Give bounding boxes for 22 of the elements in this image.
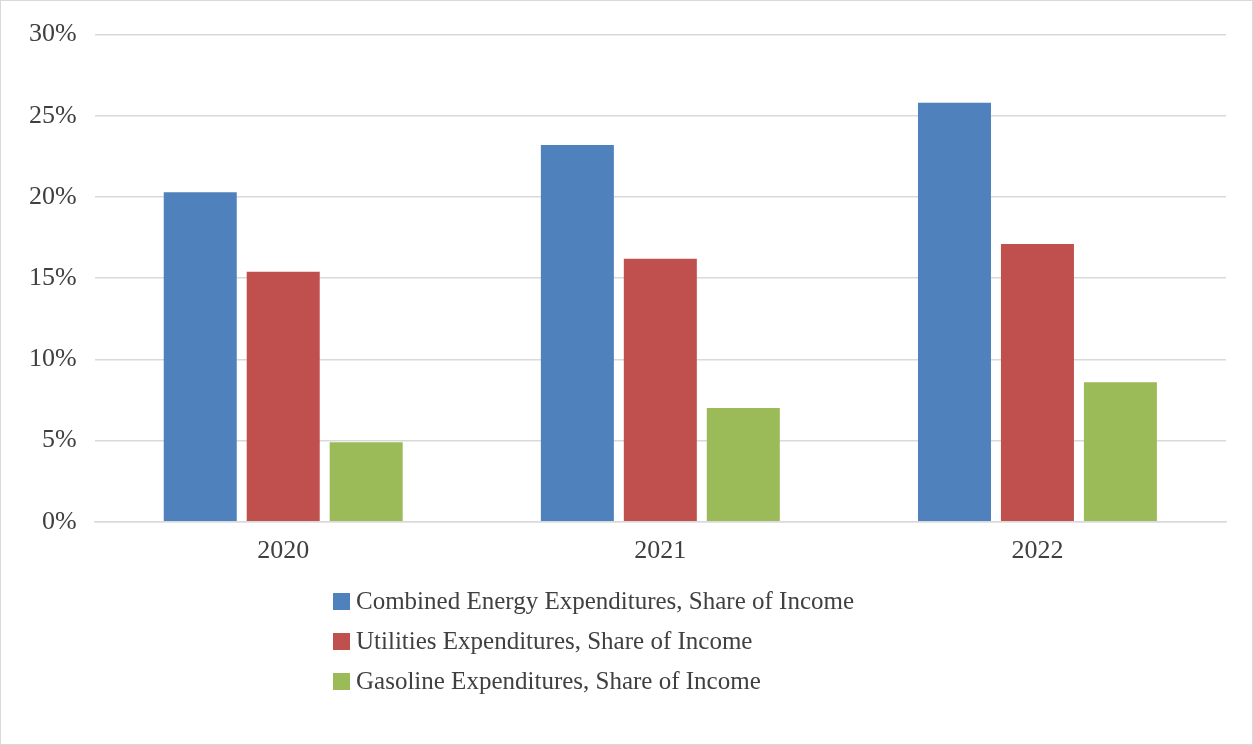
- y-tick-label: 5%: [41, 424, 77, 454]
- bar: [329, 442, 403, 522]
- bar: [246, 271, 320, 522]
- y-tick-label: 15%: [28, 262, 77, 292]
- y-tick-label: 10%: [28, 343, 77, 373]
- x-tick-label: 2020: [257, 535, 310, 565]
- x-tick-label: 2021: [634, 535, 687, 565]
- bar: [1000, 244, 1074, 522]
- y-tick-label: 25%: [28, 99, 77, 129]
- legend-label: Combined Energy Expenditures, Share of Income: [356, 587, 855, 615]
- y-tick-label: 20%: [28, 180, 77, 210]
- legend-label: Gasoline Expenditures, Share of Income: [356, 667, 761, 695]
- bar: [706, 408, 780, 522]
- y-tick-label: 0%: [41, 505, 77, 535]
- bar: [623, 258, 697, 522]
- legend-label: Utilities Expenditures, Share of Income: [356, 627, 753, 655]
- x-tick-label: 2022: [1011, 535, 1064, 565]
- y-tick-label: 30%: [28, 18, 77, 48]
- bar: [540, 145, 614, 522]
- bar: [163, 192, 237, 522]
- bar: [917, 102, 991, 522]
- bar: [1083, 382, 1157, 522]
